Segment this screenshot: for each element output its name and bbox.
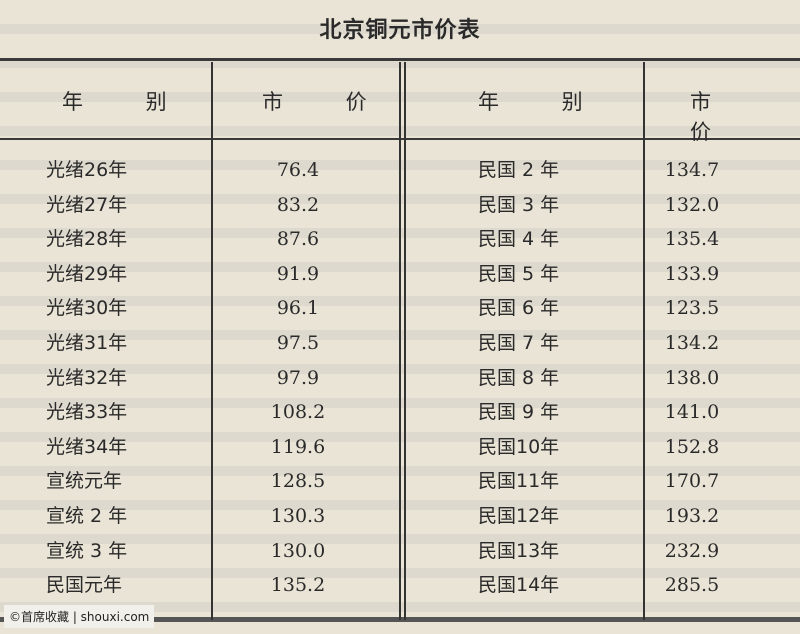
header-price-right: 市 价: [690, 90, 739, 144]
price-cell: 135.2: [270, 574, 326, 597]
year-cell: 民国 6 年: [478, 297, 560, 320]
watermark: ©首席收藏 | shouxi.com: [4, 605, 155, 628]
price-cell: 108.2: [270, 401, 326, 424]
header-year-right: 年 别: [478, 90, 611, 114]
year-cell: 民国 3 年: [478, 193, 560, 216]
price-cell: 141.0: [664, 401, 720, 424]
price-cell: 170.7: [664, 470, 720, 493]
price-cell: 128.5: [270, 470, 326, 493]
year-cell: 光绪29年: [46, 262, 128, 285]
column-divider: [399, 62, 401, 620]
price-cell: 138.0: [664, 366, 720, 389]
year-cell: 光绪31年: [46, 332, 128, 354]
header-price-left: 市 价: [262, 90, 395, 114]
price-cell: 91.9: [276, 262, 320, 285]
price-cell: 133.9: [664, 262, 720, 285]
year-cell: 光绪34年: [46, 435, 128, 458]
price-cell: 232.9: [664, 539, 720, 562]
price-cell: 285.5: [664, 574, 720, 597]
price-cell: 123.5: [664, 297, 720, 320]
year-cell: 光绪28年: [46, 228, 128, 251]
year-cell: 民国14年: [478, 574, 560, 597]
price-cell: 134.2: [664, 332, 720, 354]
year-cell: 宣统元年: [46, 470, 123, 493]
top-rule: [0, 58, 800, 61]
year-cell: 民国12年: [478, 505, 560, 527]
header-year-left: 年 别: [62, 90, 195, 114]
price-cell: 130.0: [270, 539, 326, 562]
column-divider: [211, 62, 213, 620]
year-cell: 民国10年: [478, 435, 560, 458]
year-cell: 宣统 2 年: [46, 505, 128, 527]
year-cell: 民国 8 年: [478, 366, 560, 389]
price-cell: 193.2: [664, 505, 720, 527]
price-cell: 134.7: [664, 159, 720, 181]
price-cell: 119.6: [270, 435, 326, 458]
price-cell: 152.8: [664, 435, 720, 458]
price-cell: 76.4: [276, 159, 320, 181]
year-cell: 民国 5 年: [478, 262, 560, 285]
year-cell: 光绪32年: [46, 366, 128, 389]
year-cell: 民国13年: [478, 539, 560, 562]
price-cell: 97.9: [276, 366, 320, 389]
year-cell: 民国 2 年: [478, 159, 560, 181]
year-cell: 光绪27年: [46, 193, 128, 216]
year-cell: 民国11年: [478, 470, 560, 493]
year-cell: 民国 9 年: [478, 401, 560, 424]
price-cell: 135.4: [664, 228, 720, 251]
price-cell: 132.0: [664, 193, 720, 216]
column-divider: [643, 62, 645, 620]
year-cell: 宣统 3 年: [46, 539, 128, 562]
year-cell: 光绪30年: [46, 297, 128, 320]
year-cell: 光绪33年: [46, 401, 128, 424]
year-cell: 民国元年: [46, 574, 123, 597]
year-cell: 光绪26年: [46, 159, 128, 181]
column-divider: [404, 62, 406, 620]
price-cell: 87.6: [276, 228, 320, 251]
year-cell: 民国 7 年: [478, 332, 560, 354]
price-cell: 83.2: [276, 193, 320, 216]
table-title: 北京铜元市价表: [319, 18, 481, 43]
price-cell: 130.3: [270, 505, 326, 527]
price-cell: 96.1: [276, 297, 320, 320]
year-cell: 民国 4 年: [478, 228, 560, 251]
price-cell: 97.5: [276, 332, 320, 354]
